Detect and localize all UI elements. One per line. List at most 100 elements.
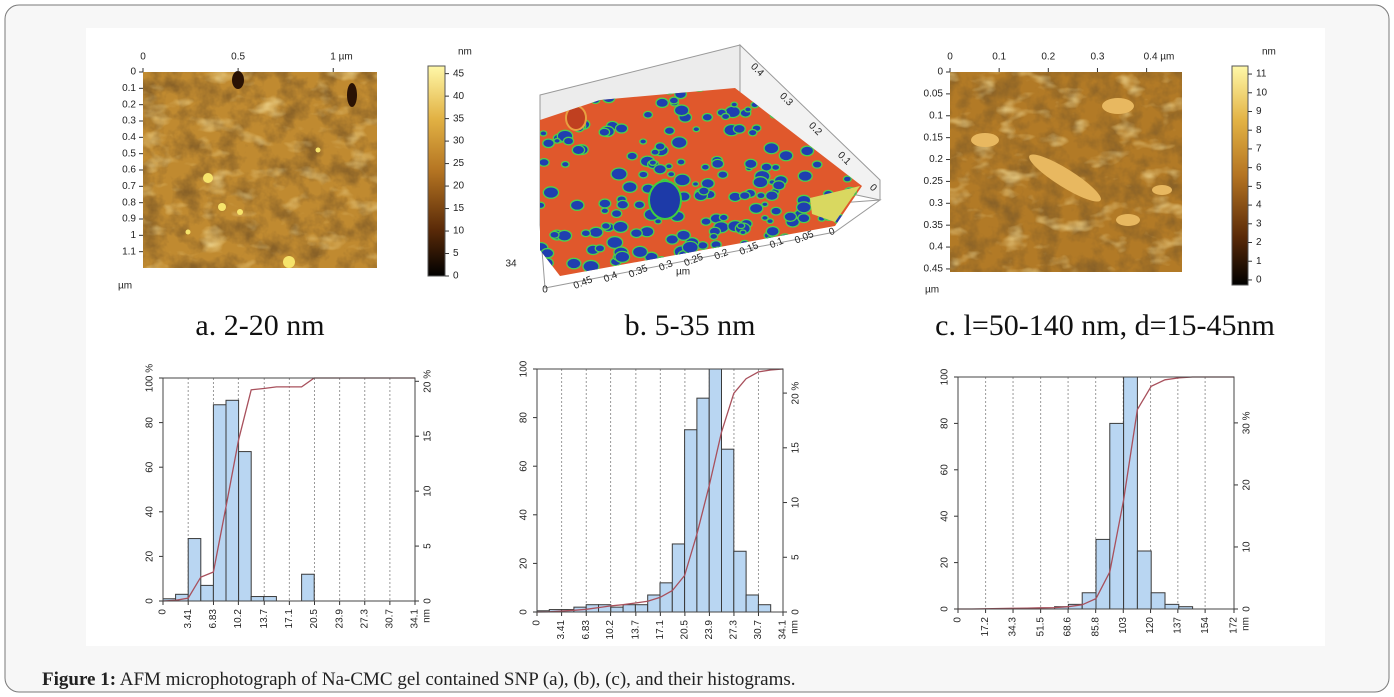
grain <box>720 112 731 121</box>
x-tick-label: 20.5 <box>309 609 320 629</box>
grain <box>655 97 669 109</box>
colorbar <box>1231 65 1249 286</box>
grain <box>650 148 660 156</box>
grain <box>648 180 682 220</box>
grain <box>732 123 746 134</box>
grain <box>616 199 630 210</box>
colorbar-tick-label: 1 <box>1256 256 1262 267</box>
figure-caption: Figure 1: AFM microphotograph of Na-CMC … <box>42 669 796 690</box>
y2-tick-label: 5 <box>423 543 434 549</box>
y-tick-label: 0.05 <box>924 89 944 100</box>
x-tick-label: 17.1 <box>284 609 295 629</box>
y-tick-label: 0.3 <box>929 198 943 209</box>
x-tick-label: 30.7 <box>753 620 764 640</box>
axis-tick-label: 0.3 <box>658 258 675 274</box>
grain <box>748 202 764 215</box>
y2-tick-label: 0 <box>423 598 434 604</box>
plot-frame <box>536 368 784 613</box>
surface-edge <box>810 186 860 222</box>
bar <box>238 451 252 602</box>
y-tick-label: 40 <box>519 509 530 521</box>
y2-tick-label: 10 <box>791 497 802 509</box>
y-tick-label: 0.25 <box>924 176 944 187</box>
bar <box>1109 422 1125 610</box>
grain <box>797 213 811 224</box>
grain <box>701 112 714 122</box>
y-tick-label: 0.4 <box>929 242 943 253</box>
bar <box>250 596 265 602</box>
y-tick-label: 80 <box>519 412 530 424</box>
y2-tick-label: 5 <box>791 554 802 560</box>
x-tick-label: 6.83 <box>208 609 219 629</box>
x-tick-label: 103 <box>1118 617 1129 634</box>
grain <box>711 158 725 169</box>
y-tick-label: 0.2 <box>929 154 943 165</box>
grain <box>667 170 676 178</box>
grain <box>770 206 782 216</box>
x-tick-label: 17.1 <box>655 620 666 640</box>
grain <box>566 257 582 270</box>
y2-tick-label: 10 <box>1242 541 1253 553</box>
grain <box>778 149 794 162</box>
x-tick-label: 1 µm <box>330 52 352 63</box>
x-tick-label: 0 <box>947 52 953 63</box>
panel-caption: a. 2-20 nm <box>195 309 324 342</box>
y-tick-label: 0.15 <box>924 132 944 143</box>
y-tick-label: 100 <box>519 360 530 377</box>
y-tick-label: 0.1 <box>929 110 943 121</box>
x-tick-label: 34.1 <box>410 609 421 629</box>
x-tick-label: 120 <box>1145 617 1156 634</box>
x-tick-label: 0 <box>953 617 964 623</box>
y2-tick-label: 0 <box>1242 606 1253 612</box>
grain <box>797 170 813 182</box>
axis-tick-label: 0.2 <box>713 247 730 263</box>
grain <box>540 157 550 167</box>
y2-tick-label: 10 <box>423 485 434 497</box>
particles <box>185 147 321 268</box>
y-tick-label: 0.3 <box>122 116 136 127</box>
axis-unit: µm <box>118 281 132 292</box>
bar <box>1150 592 1166 610</box>
x-axis-label: nm <box>1241 617 1252 631</box>
grain <box>764 190 779 202</box>
grain <box>598 198 612 209</box>
y-tick-label: 40 <box>940 510 951 522</box>
grain <box>654 142 666 151</box>
bar <box>757 604 772 613</box>
y-tick-label: 0 <box>130 67 136 78</box>
grain <box>752 176 769 189</box>
grain <box>631 245 649 259</box>
colorbar-tick-label: 10 <box>1256 87 1268 98</box>
y-tick-label: 0.9 <box>122 214 136 225</box>
x-tick-label: 10.2 <box>233 609 244 629</box>
x-tick-label: 13.7 <box>259 609 270 629</box>
y-tick-label: 0.45 <box>924 264 944 275</box>
plot-frame <box>162 377 416 602</box>
x-tick-label: 17.2 <box>980 617 991 637</box>
y-tick-label: 0 <box>940 606 951 612</box>
x-axis-label: nm <box>422 609 433 623</box>
y-tick-label: 80 <box>145 417 156 429</box>
y-tick-label: 20 <box>519 557 530 569</box>
grain <box>692 126 701 133</box>
y-tick-label: 100 <box>940 368 951 385</box>
axis-tick-label: 0 <box>542 285 548 296</box>
grain <box>761 214 769 222</box>
grain <box>772 180 786 191</box>
grain <box>761 201 769 208</box>
grain <box>663 126 676 136</box>
bar <box>1123 376 1138 610</box>
bar <box>263 596 277 602</box>
colorbar-tick-label: 8 <box>1256 125 1262 136</box>
grain <box>709 232 719 241</box>
grain <box>626 151 638 161</box>
grain <box>730 101 739 108</box>
y-tick-label: 0.6 <box>122 165 136 176</box>
y-tick-label: 60 <box>145 461 156 473</box>
grain <box>665 234 680 245</box>
x-tick-label: 172 <box>1229 617 1240 634</box>
colorbar-tick-label: 6 <box>1256 162 1262 173</box>
colorbar-tick-label: 3 <box>1256 218 1262 229</box>
x-tick-label: 0 <box>532 620 543 626</box>
grain <box>540 130 548 137</box>
